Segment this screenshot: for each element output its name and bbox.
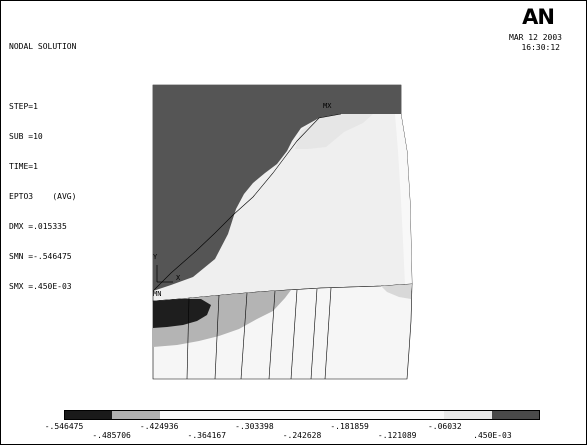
legend-swatch xyxy=(444,411,492,419)
axis-x-label: X xyxy=(176,274,181,282)
legend-label-bottom: -.121089 xyxy=(377,431,417,440)
legend-label-top: -.424936 xyxy=(139,422,179,431)
legend-swatch xyxy=(302,411,350,419)
right-lower-patch xyxy=(381,284,412,299)
smn-readout: SMN =-.546475 xyxy=(9,252,72,261)
legend-label-top: -.546475 xyxy=(44,422,84,431)
plot-title: NODAL SOLUTION xyxy=(9,42,77,51)
legend-label-bottom: .450E-03 xyxy=(473,431,512,440)
legend-swatch xyxy=(65,411,113,419)
right-edge-band xyxy=(395,114,412,285)
substep-readout: SUB =10 xyxy=(9,132,43,141)
legend-label-top: -.303398 xyxy=(235,422,274,431)
plot-date: MAR 12 2003 xyxy=(509,33,562,42)
smx-readout: SMX =.450E-03 xyxy=(9,282,72,291)
legend-label-bottom: -.485706 xyxy=(92,431,131,440)
result-item: EPTO3 (AVG) xyxy=(9,192,77,201)
legend-label-bottom: -.242628 xyxy=(282,431,322,440)
plot-time: 16:30:12 xyxy=(521,43,560,52)
time-readout: TIME=1 xyxy=(9,162,38,171)
contour-legend-bar xyxy=(64,410,540,420)
legend-swatch xyxy=(159,411,208,419)
dmx-readout: DMX =.015335 xyxy=(9,222,67,231)
legend-swatch xyxy=(254,411,303,419)
max-marker: MX xyxy=(323,102,332,110)
legend-swatch xyxy=(349,411,397,419)
axis-triad xyxy=(156,265,173,283)
legend-label-bottom: -.364167 xyxy=(187,431,227,440)
legend-swatch xyxy=(207,411,255,419)
min-marker: MN xyxy=(153,290,161,298)
legend-swatch xyxy=(491,411,540,419)
legend-label-top: -.181859 xyxy=(330,422,369,431)
ansys-logo: AN xyxy=(522,5,555,29)
solution-info: NODAL SOLUTION STEP=1 SUB =10 TIME=1 EPT… xyxy=(9,22,76,312)
diagonal-edge xyxy=(152,113,342,292)
legend-swatch xyxy=(396,411,445,419)
mesh-lines xyxy=(186,287,332,380)
legend-label-top: -.06032 xyxy=(427,422,462,431)
axis-y-label: Y xyxy=(153,253,158,261)
dark-contour-region xyxy=(153,85,401,291)
step-readout: STEP=1 xyxy=(9,102,38,111)
legend-swatch xyxy=(112,411,160,419)
minimum-region xyxy=(153,299,211,328)
